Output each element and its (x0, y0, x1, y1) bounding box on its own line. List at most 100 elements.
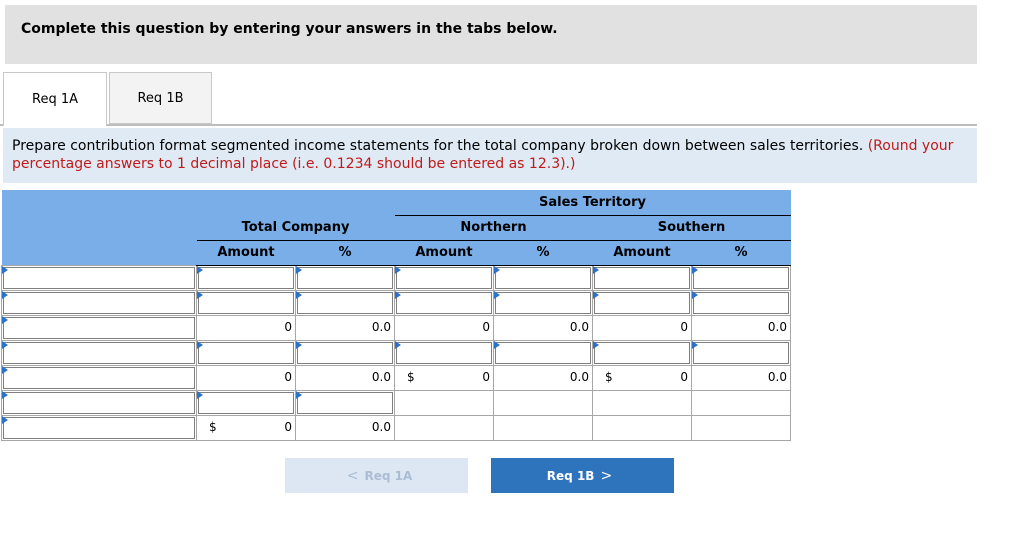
label-input[interactable] (1, 364, 197, 391)
empty-cell (592, 389, 692, 416)
amount-input[interactable] (196, 264, 296, 291)
income-statement-table: Sales Territory Total Company Northern S… (1, 190, 791, 441)
pct-input[interactable] (493, 339, 593, 366)
chevron-left-icon: < (346, 467, 359, 484)
next-button-label: Req 1B (546, 468, 595, 483)
col-amount: Amount (394, 240, 494, 266)
pct-input[interactable] (691, 264, 791, 291)
tab-divider (0, 124, 977, 126)
dropdown-marker-icon (494, 340, 500, 349)
col-amount: Amount (592, 240, 692, 266)
amount-input[interactable] (196, 289, 296, 316)
table-row: 0 0.0 $0 0.0 $0 0.0 (1, 364, 791, 391)
dropdown-marker-icon (296, 290, 302, 299)
amount-input[interactable] (592, 264, 692, 291)
dropdown-marker-icon (494, 290, 500, 299)
amount-input[interactable] (592, 339, 692, 366)
dropdown-marker-icon (2, 315, 8, 324)
pct-input[interactable] (295, 289, 395, 316)
rounding-note: (Round your percentage answers to 1 deci… (12, 138, 954, 172)
amount-input[interactable] (196, 339, 296, 366)
amount-input[interactable] (394, 264, 494, 291)
banner-text: Complete this question by entering your … (21, 21, 558, 37)
table-row (1, 289, 791, 316)
empty-cell (394, 389, 494, 416)
currency-symbol: $ (605, 369, 613, 384)
computed-pct: 0.0 (493, 314, 593, 341)
empty-cell (493, 389, 593, 416)
header-row-columns: Amount % Amount % Amount % (1, 240, 791, 266)
currency-symbol: $ (407, 369, 415, 384)
pct-input[interactable] (295, 264, 395, 291)
pct-input[interactable] (493, 264, 593, 291)
computed-amount: 0 (196, 364, 296, 391)
pct-input[interactable] (295, 389, 395, 416)
currency-symbol: $ (209, 419, 217, 434)
header-row-territory: Sales Territory (1, 190, 791, 216)
dropdown-marker-icon (197, 265, 203, 274)
dropdown-marker-icon (2, 365, 8, 374)
empty-cell (493, 414, 593, 441)
amount-input[interactable] (394, 289, 494, 316)
dropdown-marker-icon (2, 390, 8, 399)
dropdown-marker-icon (593, 265, 599, 274)
label-input[interactable] (1, 414, 197, 441)
pct-input[interactable] (691, 339, 791, 366)
dropdown-marker-icon (296, 265, 302, 274)
dropdown-marker-icon (692, 265, 698, 274)
table-row (1, 389, 791, 416)
computed-pct: 0.0 (295, 364, 395, 391)
pct-input[interactable] (493, 289, 593, 316)
southern-header: Southern (592, 215, 791, 241)
col-pct: % (691, 240, 791, 266)
col-pct: % (493, 240, 593, 266)
instruction-banner: Complete this question by entering your … (5, 5, 977, 64)
dropdown-marker-icon (2, 290, 8, 299)
dropdown-marker-icon (197, 290, 203, 299)
computed-pct: 0.0 (295, 314, 395, 341)
dropdown-marker-icon (197, 340, 203, 349)
empty-cell (691, 389, 791, 416)
amount-input[interactable] (592, 289, 692, 316)
empty-cell (691, 414, 791, 441)
tab-req-1b-label: Req 1B (137, 90, 184, 106)
dropdown-marker-icon (395, 290, 401, 299)
table-row (1, 339, 791, 366)
prev-button[interactable]: < Req 1A (285, 458, 468, 493)
computed-pct: 0.0 (493, 364, 593, 391)
sales-territory-header: Sales Territory (394, 190, 791, 216)
computed-amount: $0 (592, 364, 692, 391)
label-input[interactable] (1, 314, 197, 341)
pct-input[interactable] (691, 289, 791, 316)
computed-amount: 0 (394, 314, 494, 341)
computed-amount: 0 (196, 314, 296, 341)
next-button[interactable]: Req 1B > (491, 458, 674, 493)
dropdown-marker-icon (296, 340, 302, 349)
computed-amount: $0 (394, 364, 494, 391)
instructions-text: Prepare contribution format segmented in… (12, 138, 864, 154)
computed-amount: 0 (592, 314, 692, 341)
amount-input[interactable] (394, 339, 494, 366)
label-input[interactable] (1, 389, 197, 416)
empty-cell (592, 414, 692, 441)
label-input[interactable] (1, 289, 197, 316)
dropdown-marker-icon (2, 415, 8, 424)
computed-pct: 0.0 (295, 414, 395, 441)
dropdown-marker-icon (593, 340, 599, 349)
dropdown-marker-icon (296, 390, 302, 399)
label-input[interactable] (1, 339, 197, 366)
instructions-panel: Prepare contribution format segmented in… (3, 128, 977, 183)
northern-header: Northern (394, 215, 593, 241)
dropdown-marker-icon (494, 265, 500, 274)
computed-amount: $0 (196, 414, 296, 441)
prev-button-label: Req 1A (364, 468, 413, 483)
dropdown-marker-icon (692, 340, 698, 349)
pct-input[interactable] (295, 339, 395, 366)
tab-req-1b[interactable]: Req 1B (109, 72, 212, 124)
label-input[interactable] (1, 264, 197, 291)
chevron-right-icon: > (600, 467, 613, 484)
tab-req-1a[interactable]: Req 1A (3, 72, 107, 126)
dropdown-marker-icon (395, 265, 401, 274)
dropdown-marker-icon (197, 390, 203, 399)
amount-input[interactable] (196, 389, 296, 416)
